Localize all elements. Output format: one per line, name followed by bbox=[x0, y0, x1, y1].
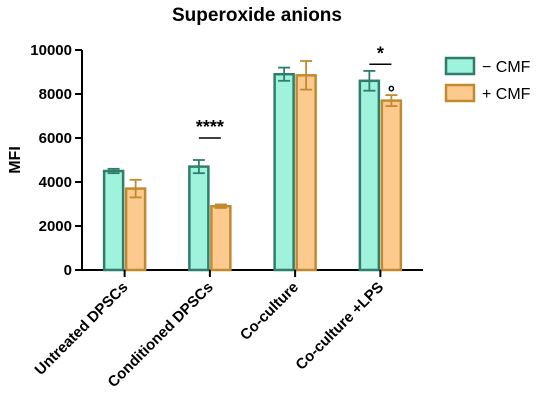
y-tick-label: 4000 bbox=[39, 174, 72, 191]
bar bbox=[188, 165, 210, 272]
annotations: *****° bbox=[196, 43, 395, 139]
y-tick-label: 2000 bbox=[39, 218, 72, 235]
bar bbox=[210, 204, 232, 272]
y-tick-label: 0 bbox=[64, 262, 72, 279]
y-ticks: 0 2000 4000 6000 8000 10000 bbox=[30, 42, 82, 279]
bar bbox=[358, 79, 381, 272]
significance-symbol: ° bbox=[388, 83, 395, 103]
y-tick-label: 8000 bbox=[39, 86, 72, 103]
y-tick-label: 6000 bbox=[39, 130, 72, 147]
bar bbox=[380, 99, 403, 272]
x-tick-label: Co-culture bbox=[237, 279, 302, 344]
bar bbox=[102, 169, 125, 272]
legend-label: + CMF bbox=[482, 86, 531, 103]
legend: − CMF + CMF bbox=[444, 56, 531, 103]
legend-label: − CMF bbox=[482, 59, 531, 76]
legend-swatch bbox=[444, 83, 476, 103]
bar bbox=[124, 187, 147, 272]
y-tick-label: 10000 bbox=[30, 42, 72, 59]
significance-label: * bbox=[377, 43, 384, 63]
legend-swatch bbox=[444, 56, 476, 76]
bar bbox=[295, 74, 317, 272]
chart-title: Superoxide anions bbox=[172, 5, 342, 26]
significance-label: **** bbox=[196, 117, 224, 137]
x-tick-label: Co-culture +LPS bbox=[292, 279, 387, 374]
bars bbox=[102, 60, 403, 272]
bar bbox=[273, 72, 295, 272]
x-tick-label: Untreated DPSCs bbox=[32, 279, 132, 379]
y-axis-title: MFI bbox=[7, 146, 24, 174]
